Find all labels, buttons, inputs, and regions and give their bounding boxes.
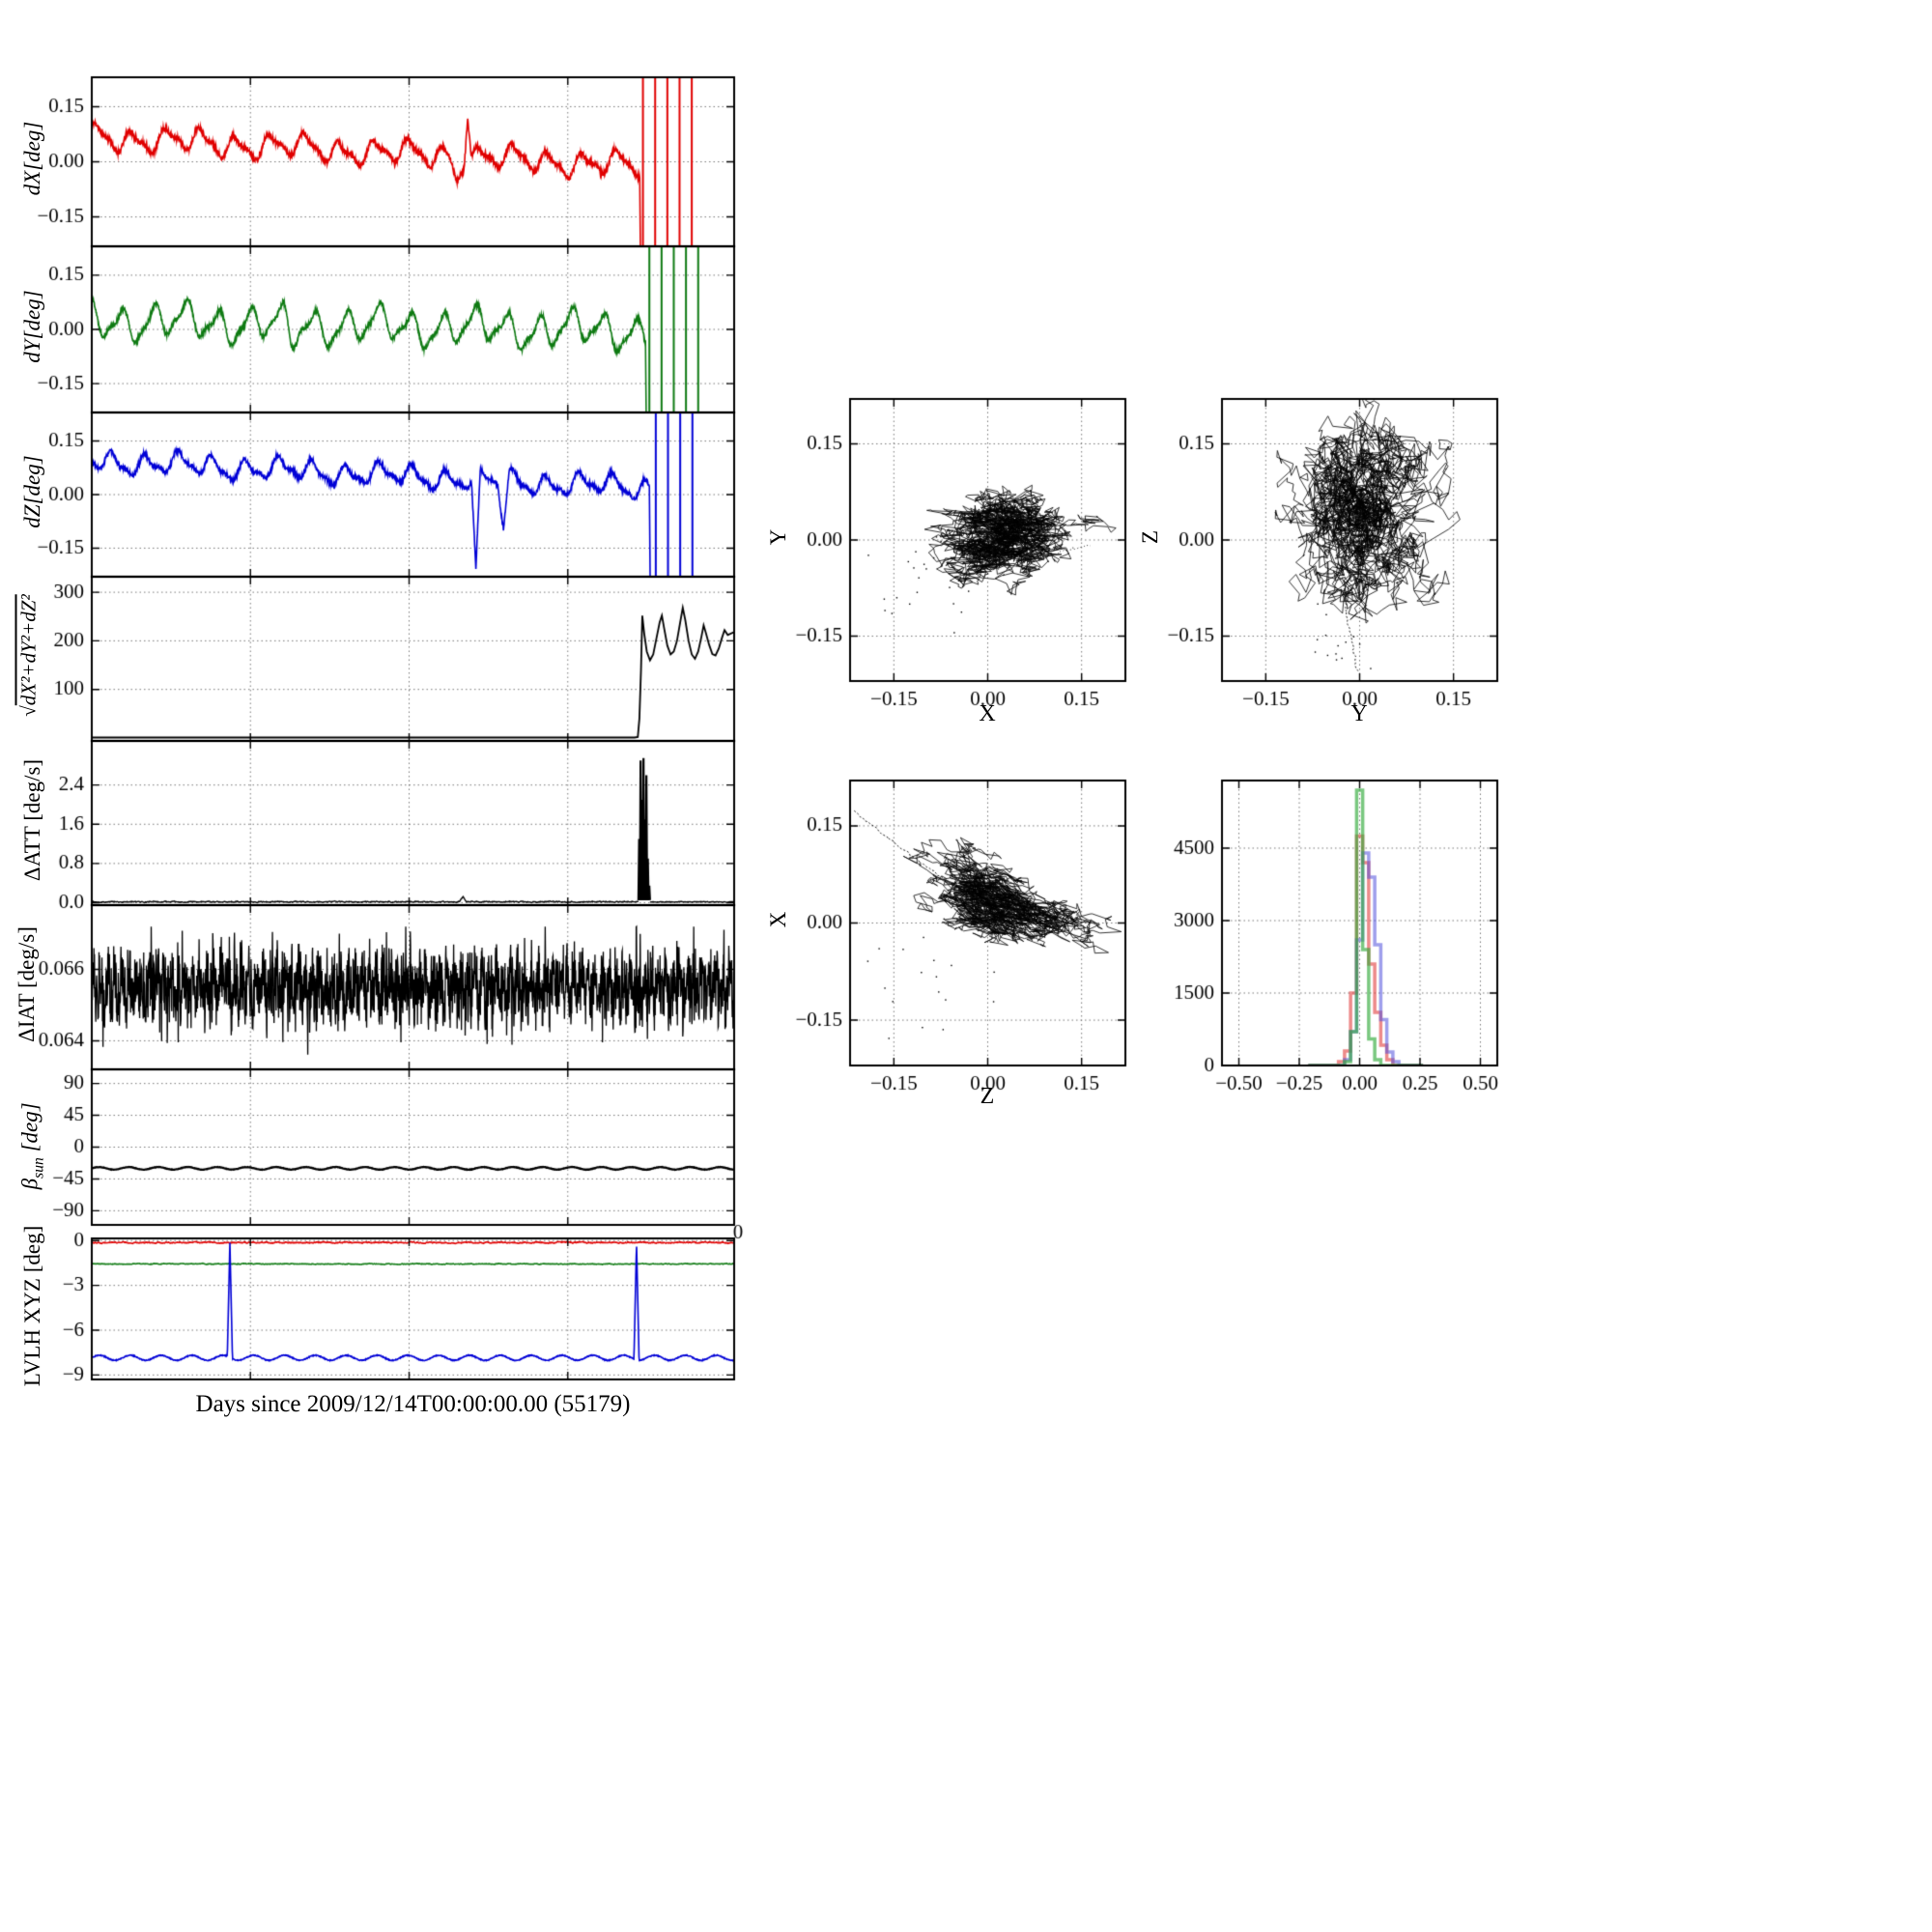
- dx-timeseries-plot: [10, 63, 753, 261]
- norm-timeseries-plot: [10, 562, 753, 755]
- scatter2-x-axis-label: Y: [1350, 701, 1368, 726]
- scatter3-y-axis-label: X: [766, 911, 790, 928]
- dz-timeseries-plot: [10, 398, 753, 591]
- scatter-z-vs-y-plot: [1140, 384, 1517, 729]
- diat-timeseries-plot: [10, 891, 753, 1084]
- x-axis-label: Days since 2009/12/14T00:00:00.00 (55179…: [195, 1391, 631, 1417]
- histogram-plot: [1140, 766, 1517, 1114]
- scatter-y-vs-x-plot: [768, 384, 1145, 729]
- scatter1-y-axis-label: Y: [766, 528, 790, 546]
- scatter2-y-axis-label: Z: [1138, 529, 1162, 545]
- datt-timeseries-plot: [10, 726, 753, 920]
- scatter1-x-axis-label: X: [979, 701, 996, 726]
- scatter-x-vs-z-plot: [768, 766, 1145, 1114]
- lvlh-timeseries-plot: [10, 1224, 753, 1394]
- scatter3-x-axis-label: Z: [980, 1084, 995, 1109]
- beta-sun-timeseries-plot: [10, 1055, 753, 1239]
- dy-timeseries-plot: [10, 232, 753, 427]
